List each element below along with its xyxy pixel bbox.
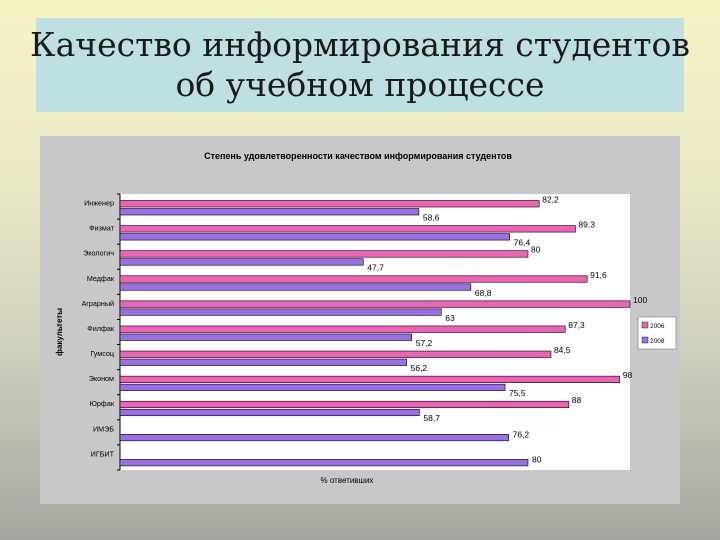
data-label-2006: 91,6 (590, 270, 607, 280)
bar-2008 (119, 258, 364, 266)
category-label: Экологич (83, 249, 114, 258)
data-label-2008: 68,8 (475, 288, 492, 298)
category-label: Гумсоц (90, 349, 114, 358)
bar-2008 (119, 208, 420, 216)
bar-2006 (119, 325, 566, 333)
data-label-2008: 58,6 (423, 213, 440, 223)
bar-2008 (119, 283, 472, 291)
category-label: Инженер (84, 199, 114, 208)
bar-2006 (119, 300, 631, 308)
bar-2006 (119, 375, 621, 383)
bar-2008 (119, 434, 509, 442)
bar-2008 (119, 408, 420, 417)
legend-label-2006: 2006 (650, 323, 665, 330)
data-label-2008: 57,2 (416, 338, 433, 348)
category-label: Эконом (89, 374, 114, 383)
bar-2006 (119, 250, 529, 258)
legend-swatch-2008 (641, 336, 649, 344)
data-label-2008: 75,5 (509, 388, 526, 398)
category-label: Аграрный (81, 299, 114, 308)
chart-container: Степень удовлетворенности качеством инфо… (40, 136, 680, 504)
bar-2008 (119, 233, 510, 241)
category-label: Филфак (87, 324, 115, 333)
y-axis-title: факультеты (55, 308, 64, 356)
data-label-2006: 100 (633, 295, 647, 305)
x-axis-title: % ответивших (321, 476, 374, 485)
data-label-2008: 76,2 (513, 429, 530, 439)
category-label: Медфак (87, 274, 115, 283)
data-label-2008: 63 (445, 313, 455, 323)
bar-2006 (119, 400, 570, 409)
legend-label-2008: 2008 (650, 338, 665, 345)
data-label-2008: 76,4 (514, 238, 531, 248)
bar-2006 (119, 350, 552, 358)
bar-2008 (119, 308, 442, 316)
legend: 2006 2008 (637, 316, 677, 350)
category-label: ИГБИТ (91, 449, 115, 458)
data-label-2006: 88 (572, 395, 582, 405)
data-label-2008: 47,7 (367, 263, 384, 273)
data-label-2008: 58,7 (423, 413, 440, 423)
bar-chart: Степень удовлетворенности качеством инфо… (40, 136, 680, 504)
data-label-2006: 84,5 (554, 345, 571, 355)
slide-title-line-1: Качество информирования студентов (30, 25, 690, 64)
data-label-2006: 82,2 (542, 195, 559, 205)
category-label: Физмат (89, 224, 115, 233)
bar-2006 (119, 200, 540, 208)
bar-2008 (119, 459, 529, 467)
slide-title-box: Качество информирования студентов об уче… (30, 18, 690, 112)
bar-2006 (119, 275, 588, 283)
data-label-2006: 80 (531, 245, 541, 255)
category-label: ИМЭБ (93, 424, 114, 433)
data-label-2008: 80 (532, 454, 542, 464)
slide-title-line-2: об учебном процессе (175, 65, 545, 104)
data-label-2006: 89,3 (578, 220, 595, 230)
category-label: Юрфак (90, 399, 115, 408)
data-label-2008: 56,2 (411, 363, 428, 373)
data-label-2006: 98 (623, 370, 633, 380)
bar-2008 (119, 333, 413, 341)
bar-2006 (119, 225, 576, 233)
bar-2008 (119, 383, 506, 391)
chart-title: Степень удовлетворенности качеством инфо… (204, 151, 512, 161)
data-label-2006: 87,3 (568, 320, 585, 330)
bar-2008 (119, 358, 407, 366)
legend-swatch-2006 (641, 321, 649, 329)
bars-group: Инженер 82,2 58,6 Физмат 89,3 76,4 Экологич 80 4… (81, 193, 647, 471)
